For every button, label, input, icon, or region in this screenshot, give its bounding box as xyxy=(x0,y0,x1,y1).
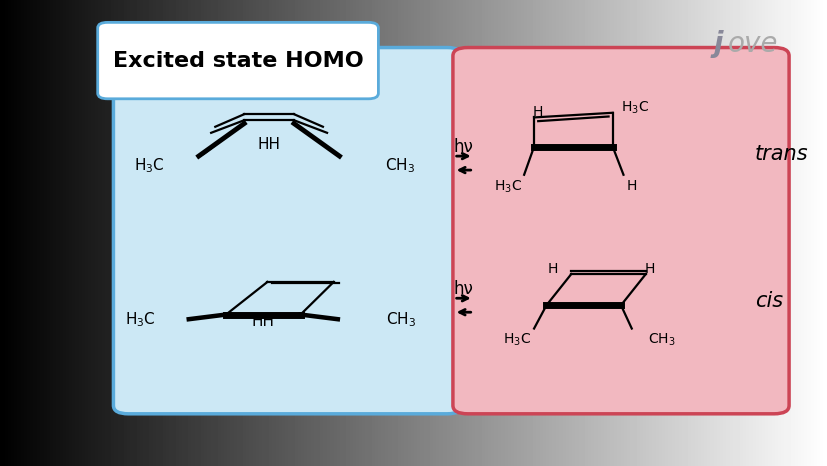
Text: CH$_3$: CH$_3$ xyxy=(385,156,414,175)
Text: CH$_3$: CH$_3$ xyxy=(648,332,675,349)
Text: H$_3$C: H$_3$C xyxy=(503,332,531,349)
FancyBboxPatch shape xyxy=(98,22,378,99)
Text: ove: ove xyxy=(727,30,777,58)
FancyBboxPatch shape xyxy=(113,48,461,414)
Text: CH$_3$: CH$_3$ xyxy=(385,310,415,329)
Text: H: H xyxy=(547,262,557,276)
Text: H: H xyxy=(533,105,543,119)
Text: hν: hν xyxy=(453,138,473,156)
Text: cis: cis xyxy=(754,291,782,310)
Text: H$_3$C: H$_3$C xyxy=(125,310,156,329)
Text: trans: trans xyxy=(754,144,808,164)
Text: j: j xyxy=(713,30,722,58)
Polygon shape xyxy=(198,123,244,157)
Text: H$_3$C: H$_3$C xyxy=(620,100,648,116)
Text: HH: HH xyxy=(251,314,275,329)
Text: H: H xyxy=(626,179,636,193)
Text: H$_3$C: H$_3$C xyxy=(133,156,165,175)
Text: HH: HH xyxy=(257,137,280,152)
Text: H: H xyxy=(644,262,654,276)
FancyBboxPatch shape xyxy=(452,48,788,414)
Text: H$_3$C: H$_3$C xyxy=(493,178,521,195)
Text: hν: hν xyxy=(453,280,473,298)
Text: Excited state HOMO: Excited state HOMO xyxy=(112,51,363,70)
